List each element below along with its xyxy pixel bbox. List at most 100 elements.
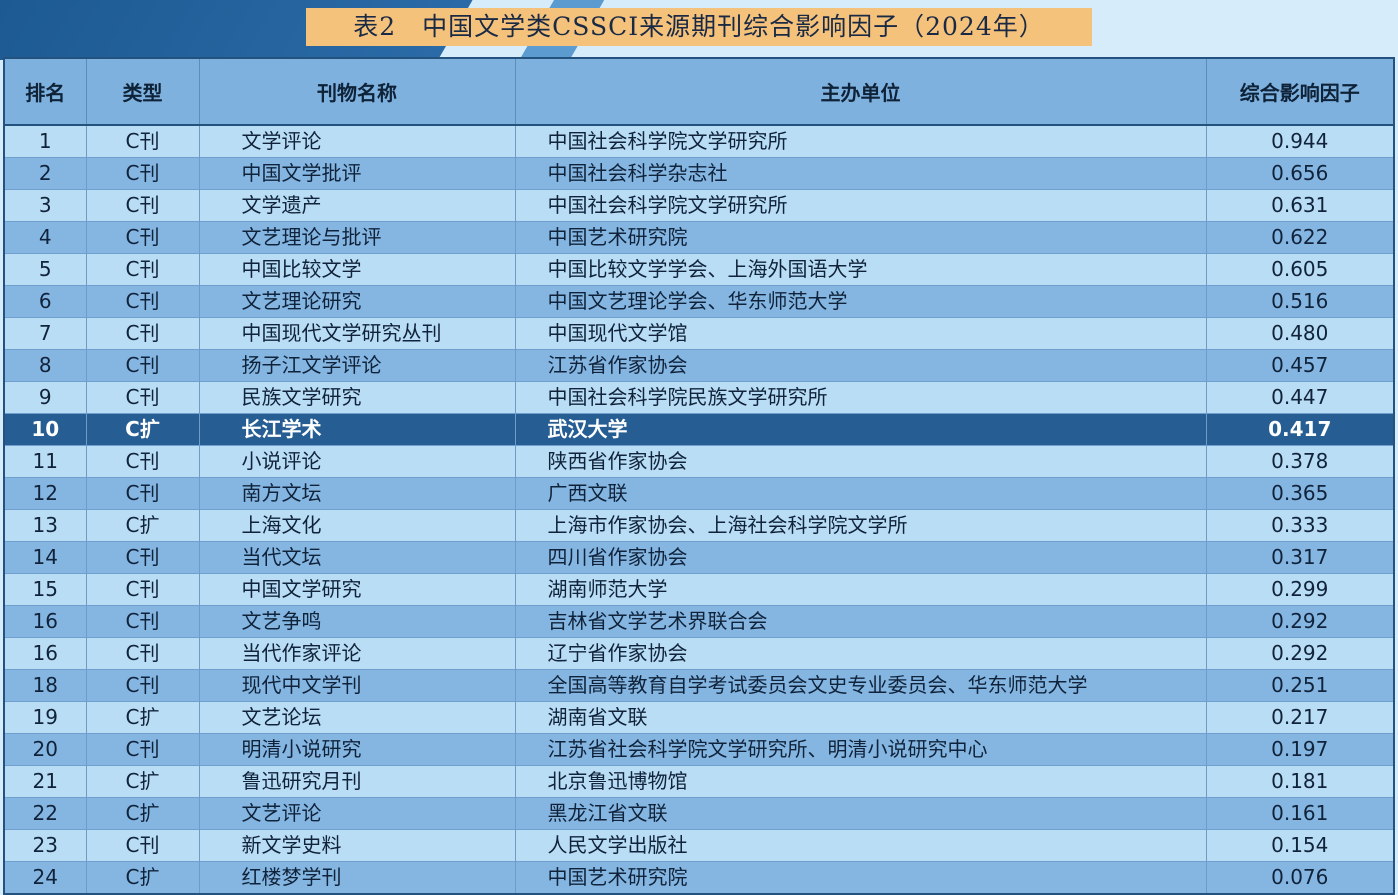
sponsor-cell: 中国比较文学学会、上海外国语大学 bbox=[514, 253, 1206, 286]
impact-factor-cell: 0.299 bbox=[1205, 573, 1394, 606]
table-row: 22 C扩 文艺评论 黑龙江省文联 0.161 bbox=[3, 797, 1394, 830]
table-row: 16 C刊 文艺争鸣 吉林省文学艺术界联合会 0.292 bbox=[3, 605, 1394, 638]
sponsor-cell: 中国社会科学院文学研究所 bbox=[514, 189, 1206, 222]
type-cell: C扩 bbox=[85, 701, 199, 734]
journal-name-cell: 中国文学批评 bbox=[198, 157, 515, 190]
sponsor-cell: 中国社会科学杂志社 bbox=[514, 157, 1206, 190]
rank-cell: 18 bbox=[3, 669, 86, 702]
sponsor-cell: 陕西省作家协会 bbox=[514, 445, 1206, 478]
type-cell: C刊 bbox=[85, 733, 199, 766]
rank-cell: 16 bbox=[3, 637, 86, 670]
sponsor-cell: 北京鲁迅博物馆 bbox=[514, 765, 1206, 798]
table-row: 9 C刊 民族文学研究 中国社会科学院民族文学研究所 0.447 bbox=[3, 381, 1394, 414]
type-cell: C刊 bbox=[85, 253, 199, 286]
table-row: 15 C刊 中国文学研究 湖南师范大学 0.299 bbox=[3, 573, 1394, 606]
sponsor-cell: 广西文联 bbox=[514, 477, 1206, 510]
table-row: 19 C扩 文艺论坛 湖南省文联 0.217 bbox=[3, 701, 1394, 734]
sponsor-cell: 湖南师范大学 bbox=[514, 573, 1206, 606]
rank-cell: 15 bbox=[3, 573, 86, 606]
impact-factor-cell: 0.317 bbox=[1205, 541, 1394, 574]
impact-factor-cell: 0.516 bbox=[1205, 285, 1394, 318]
table-row: 20 C刊 明清小说研究 江苏省社会科学院文学研究所、明清小说研究中心 0.197 bbox=[3, 733, 1394, 766]
rank-cell: 14 bbox=[3, 541, 86, 574]
sponsor-cell: 上海市作家协会、上海社会科学院文学所 bbox=[514, 509, 1206, 542]
journal-name-cell: 南方文坛 bbox=[198, 477, 515, 510]
impact-factor-cell: 0.161 bbox=[1205, 797, 1394, 830]
impact-factor-cell: 0.251 bbox=[1205, 669, 1394, 702]
journal-name-cell: 文艺评论 bbox=[198, 797, 515, 830]
table-row-highlighted: 10 C扩 长江学术 武汉大学 0.417 bbox=[3, 413, 1394, 446]
type-cell: C刊 bbox=[85, 285, 199, 318]
header-sponsor: 主办单位 bbox=[514, 58, 1206, 126]
rank-cell: 13 bbox=[3, 509, 86, 542]
impact-factor-cell: 0.631 bbox=[1205, 189, 1394, 222]
type-cell: C刊 bbox=[85, 124, 199, 158]
table-row: 11 C刊 小说评论 陕西省作家协会 0.378 bbox=[3, 445, 1394, 478]
sponsor-cell: 中国艺术研究院 bbox=[514, 861, 1206, 894]
impact-factor-cell: 0.197 bbox=[1205, 733, 1394, 766]
impact-factor-cell: 0.656 bbox=[1205, 157, 1394, 190]
sponsor-cell: 全国高等教育自学考试委员会文史专业委员会、华东师范大学 bbox=[514, 669, 1206, 702]
impact-factor-cell: 0.154 bbox=[1205, 829, 1394, 862]
table-row: 12 C刊 南方文坛 广西文联 0.365 bbox=[3, 477, 1394, 510]
impact-factor-cell: 0.605 bbox=[1205, 253, 1394, 286]
rank-cell: 8 bbox=[3, 349, 86, 382]
journal-name-cell: 红楼梦学刊 bbox=[198, 861, 515, 894]
rank-cell: 5 bbox=[3, 253, 86, 286]
impact-factor-cell: 0.292 bbox=[1205, 605, 1394, 638]
journal-name-cell: 扬子江文学评论 bbox=[198, 349, 515, 382]
table-title: 表2 中国文学类CSSCI来源期刊综合影响因子（2024年） bbox=[306, 8, 1092, 46]
type-cell: C刊 bbox=[85, 477, 199, 510]
table-row: 2 C刊 中国文学批评 中国社会科学杂志社 0.656 bbox=[3, 157, 1394, 190]
journal-name-cell: 文艺理论与批评 bbox=[198, 221, 515, 254]
impact-factor-cell: 0.480 bbox=[1205, 317, 1394, 350]
table-row: 23 C刊 新文学史料 人民文学出版社 0.154 bbox=[3, 829, 1394, 862]
journal-name-cell: 中国比较文学 bbox=[198, 253, 515, 286]
journal-name-cell: 中国文学研究 bbox=[198, 573, 515, 606]
rank-cell: 19 bbox=[3, 701, 86, 734]
journal-name-cell: 新文学史料 bbox=[198, 829, 515, 862]
impact-factor-cell: 0.378 bbox=[1205, 445, 1394, 478]
type-cell: C刊 bbox=[85, 221, 199, 254]
sponsor-cell: 中国社会科学院民族文学研究所 bbox=[514, 381, 1206, 414]
rank-cell: 6 bbox=[3, 285, 86, 318]
rank-cell: 7 bbox=[3, 317, 86, 350]
table-row: 1 C刊 文学评论 中国社会科学院文学研究所 0.944 bbox=[3, 124, 1394, 158]
rank-cell: 24 bbox=[3, 861, 86, 894]
header-journal-name: 刊物名称 bbox=[198, 58, 515, 126]
type-cell: C刊 bbox=[85, 189, 199, 222]
table-row: 3 C刊 文学遗产 中国社会科学院文学研究所 0.631 bbox=[3, 189, 1394, 222]
sponsor-cell: 吉林省文学艺术界联合会 bbox=[514, 605, 1206, 638]
header-row: 排名 类型 刊物名称 主办单位 综合影响因子 bbox=[3, 58, 1394, 126]
type-cell: C刊 bbox=[85, 573, 199, 606]
type-cell: C扩 bbox=[85, 509, 199, 542]
table-row: 18 C刊 现代中文学刊 全国高等教育自学考试委员会文史专业委员会、华东师范大学 0.2… bbox=[3, 669, 1394, 702]
sponsor-cell: 人民文学出版社 bbox=[514, 829, 1206, 862]
impact-factor-cell: 0.457 bbox=[1205, 349, 1394, 382]
impact-factor-cell: 0.076 bbox=[1205, 861, 1394, 894]
sponsor-cell: 湖南省文联 bbox=[514, 701, 1206, 734]
table-row: 6 C刊 文艺理论研究 中国文艺理论学会、华东师范大学 0.516 bbox=[3, 285, 1394, 318]
journal-name-cell: 文学评论 bbox=[198, 124, 515, 158]
table-row: 24 C扩 红楼梦学刊 中国艺术研究院 0.076 bbox=[3, 861, 1394, 894]
rank-cell: 23 bbox=[3, 829, 86, 862]
journal-name-cell: 当代文坛 bbox=[198, 541, 515, 574]
type-cell: C刊 bbox=[85, 381, 199, 414]
impact-factor-cell: 0.622 bbox=[1205, 221, 1394, 254]
journal-name-cell: 明清小说研究 bbox=[198, 733, 515, 766]
type-cell: C刊 bbox=[85, 669, 199, 702]
sponsor-cell: 中国文艺理论学会、华东师范大学 bbox=[514, 285, 1206, 318]
journal-name-cell: 中国现代文学研究丛刊 bbox=[198, 317, 515, 350]
sponsor-cell: 辽宁省作家协会 bbox=[514, 637, 1206, 670]
table-row: 21 C扩 鲁迅研究月刊 北京鲁迅博物馆 0.181 bbox=[3, 765, 1394, 798]
journal-name-cell: 文艺争鸣 bbox=[198, 605, 515, 638]
rank-cell: 2 bbox=[3, 157, 86, 190]
type-cell: C刊 bbox=[85, 829, 199, 862]
type-cell: C扩 bbox=[85, 797, 199, 830]
table-row: 4 C刊 文艺理论与批评 中国艺术研究院 0.622 bbox=[3, 221, 1394, 254]
sponsor-cell: 江苏省作家协会 bbox=[514, 349, 1206, 382]
journal-name-cell: 小说评论 bbox=[198, 445, 515, 478]
sponsor-cell: 中国社会科学院文学研究所 bbox=[514, 124, 1206, 158]
journal-name-cell: 文艺论坛 bbox=[198, 701, 515, 734]
rank-cell: 22 bbox=[3, 797, 86, 830]
